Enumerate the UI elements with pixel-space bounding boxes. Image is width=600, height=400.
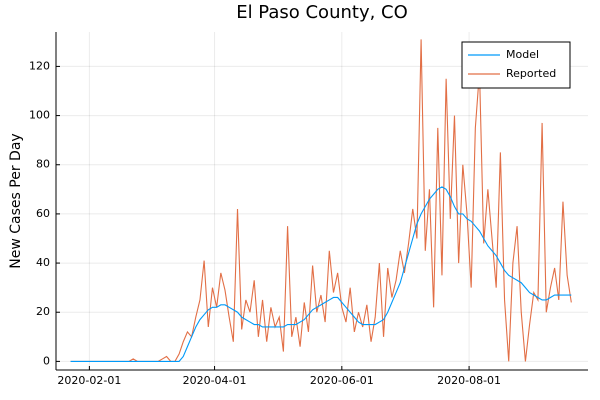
y-tick-label: 100 [29,109,50,122]
y-tick-label: 40 [36,256,50,269]
y-tick-label: 0 [43,354,50,367]
y-tick-label: 80 [36,158,50,171]
legend-label: Reported [506,67,556,80]
x-tick-label: 2020-02-01 [57,374,121,387]
y-axis-label: New Cases Per Day [8,133,24,268]
legend-label: Model [506,48,539,61]
y-tick-label: 60 [36,207,50,220]
legend: Model Reported [461,41,571,89]
x-tick-label: 2020-08-01 [437,374,501,387]
chart-title: El Paso County, CO [236,2,408,23]
y-tick-label: 120 [29,59,50,72]
y-tick-label: 20 [36,305,50,318]
legend-box [461,41,571,89]
line-series [70,186,572,362]
x-tick-label: 2020-04-01 [183,374,247,387]
x-tick-label: 2020-06-01 [310,374,374,387]
